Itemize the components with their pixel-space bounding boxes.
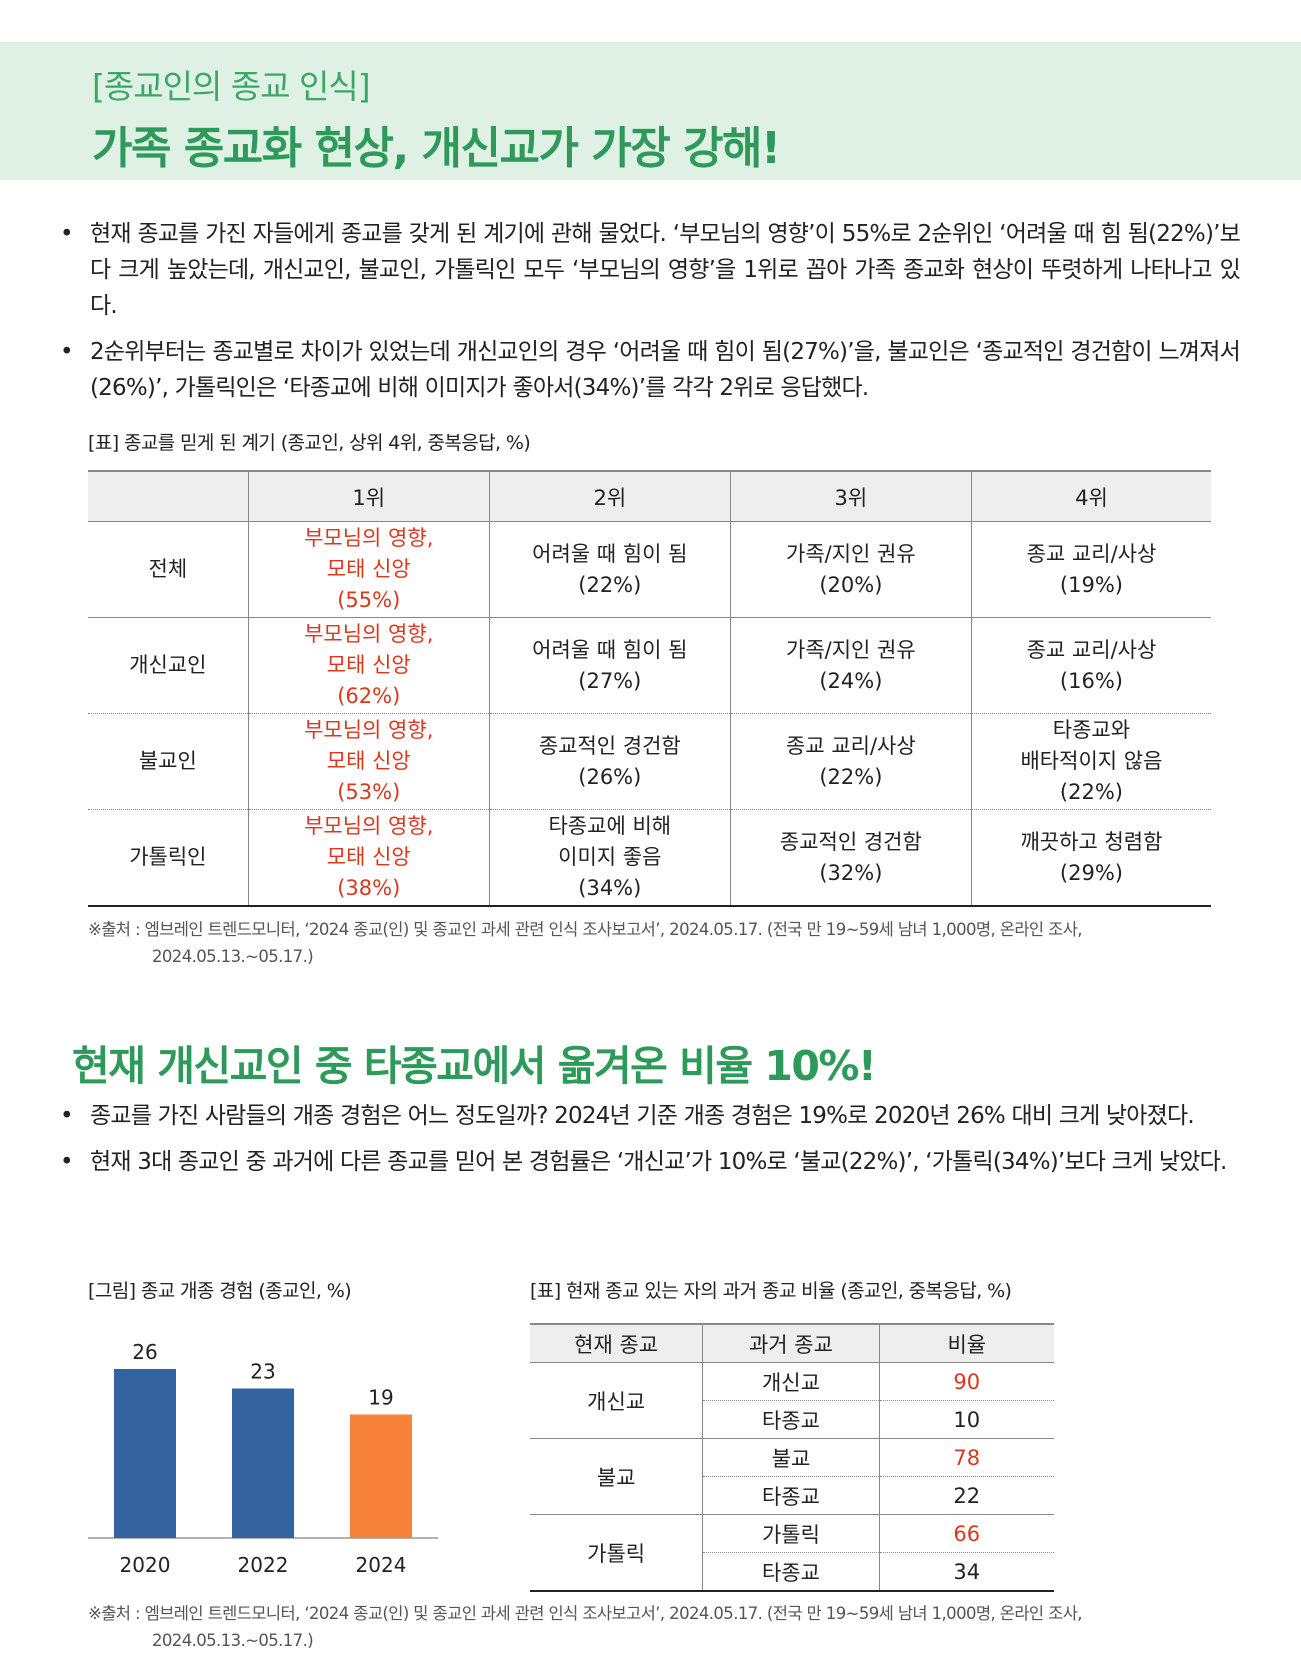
past-religion-cell: 타종교 (702, 1476, 880, 1515)
row-label: 개신교인 (88, 617, 249, 714)
table-cell: 부모님의 영향, 모태 신앙 (38%) (247, 809, 490, 906)
table-row: 타종교 22 (530, 1476, 1054, 1515)
ratio-cell: 34 (878, 1552, 1054, 1591)
row-label: 가톨릭인 (129, 845, 207, 869)
motive-table-header: 1위 2위 3위 4위 (88, 470, 1211, 522)
table-row: 전체 부모님의 영향, 모태 신앙 (55%) 어려울 때 힘이 됨 (22%) 가족… (88, 521, 1211, 618)
section1-bullet-1: 현재 종교를 가진 자들에게 종교를 갖게 된 계기에 관해 물었다. ‘부모님… (60, 216, 1241, 324)
bar-2024 (350, 1414, 412, 1538)
ratio-cell: 66 (878, 1514, 1054, 1553)
table-row: 타종교 10 (530, 1400, 1054, 1439)
header-cell-rank1: 1위 (247, 470, 490, 522)
chart-caption: [그림] 종교 개종 경험 (종교인, %) (88, 1280, 352, 1302)
table-cell: 부모님의 영향, 모태 신앙 (62%) (247, 617, 490, 714)
table-row: 타종교 34 (530, 1552, 1054, 1591)
section2-bullet-1: 종교를 가진 사람들의 개종 경험은 어느 정도일까? 2024년 기준 개종 … (60, 1098, 1240, 1134)
conversion-bar-chart: 26 2020 23 2022 19 2024 (88, 1340, 438, 1577)
section1-bullet-2: 2순위부터는 종교별로 차이가 있었는데 개신교인의 경우 ‘어려울 때 힘이 … (60, 334, 1241, 406)
past-religion-cell: 타종교 (702, 1400, 880, 1439)
motive-table: 1위 2위 3위 4위 전체 부모님의 영향, 모태 신앙 (55%) 어려울 때 … (88, 470, 1211, 907)
table-cell: 종교적인 경건함 (26%) (488, 713, 731, 810)
table-cell: 종교 교리/사상 (16%) (970, 617, 1211, 714)
header-subtitle: [종교인의 종교 인식] (92, 67, 371, 106)
past-religion-table: 현재 종교 과거 종교 비율 개신교 개신교 90 타종교 10 불교 불교 7… (530, 1323, 1054, 1592)
data-label-2022: 23 (250, 1360, 275, 1384)
current-religion-cell: 가톨릭 (587, 1541, 646, 1566)
past-religion-cell: 개신교 (702, 1362, 880, 1401)
table-cell: 가족/지인 권유 (20%) (729, 521, 972, 618)
bar-2022 (232, 1388, 294, 1538)
table-row: 가톨릭 가톨릭 66 (530, 1514, 1054, 1566)
section2-bullets: 종교를 가진 사람들의 개종 경험은 어느 정도일까? 2024년 기준 개종 … (60, 1098, 1240, 1190)
table-cell: 가족/지인 권유 (24%) (729, 617, 972, 714)
current-religion-cell: 개신교 (530, 1362, 703, 1439)
ratio-cell: 90 (878, 1362, 1054, 1401)
table-cell: 깨끗하고 청렴함 (29%) (970, 809, 1211, 906)
header-banner: [종교인의 종교 인식] 가족 종교화 현상, 개신교가 가장 강해! (0, 42, 1301, 180)
header-title: 가족 종교화 현상, 개신교가 가장 강해! (92, 123, 781, 174)
table-row: 가톨릭인 부모님의 영향, 모태 신앙 (38%) 타종교에 비해 이미지 좋음 (34… (88, 809, 1211, 906)
source-note-2: ※출처 : 엠브레인 트렌드모니터, ‘2024 종교(인) 및 종교인 과세 … (88, 1604, 1083, 1650)
table1-caption: [표] 종교를 믿게 된 계기 (종교인, 상위 4위, 중복응답, %) (88, 432, 531, 454)
bar-2020 (114, 1369, 176, 1538)
past-table-header: 현재 종교 과거 종교 비율 (530, 1324, 1054, 1363)
table-cell: 종교 교리/사상 (19%) (970, 521, 1211, 618)
past-religion-cell: 불교 (702, 1438, 880, 1477)
x-tick-label-2020: 2020 (120, 1553, 171, 1577)
x-tick-label-2024: 2024 (356, 1553, 407, 1577)
row-label: 전체 (88, 521, 249, 618)
header-cell-blank (88, 470, 249, 522)
x-tick-label-2022: 2022 (238, 1553, 289, 1577)
past-religion-cell: 가톨릭 (702, 1514, 880, 1553)
ratio-cell: 22 (878, 1476, 1054, 1515)
table-cell: 타종교에 비해 이미지 좋음 (34%) (488, 809, 731, 906)
ratio-cell: 10 (878, 1400, 1054, 1439)
table-cell: 어려울 때 힘이 됨 (22%) (488, 521, 731, 618)
table-row: 개신교인 부모님의 영향, 모태 신앙 (62%) 어려울 때 힘이 됨 (27%) … (88, 617, 1211, 714)
data-label-2020: 26 (132, 1340, 157, 1364)
table-row: 불교 불교 78 (530, 1438, 1054, 1515)
header-cell-rank3: 3위 (729, 470, 972, 522)
table-row: 개신교 개신교 90 (530, 1362, 1054, 1439)
current-religion-cell: 불교 (530, 1438, 703, 1515)
table-cell: 부모님의 영향, 모태 신앙 (55%) (247, 521, 490, 618)
header-current-religion: 현재 종교 (530, 1324, 703, 1363)
table-cell: 부모님의 영향, 모태 신앙 (53%) (247, 713, 490, 810)
table2-caption: [표] 현재 종교 있는 자의 과거 종교 비율 (종교인, 중복응답, %) (530, 1280, 1012, 1302)
past-religion-cell: 타종교 (702, 1552, 880, 1591)
header-past-religion: 과거 종교 (702, 1324, 880, 1363)
ratio-cell: 78 (878, 1438, 1054, 1477)
table-cell: 종교적인 경건함 (32%) (729, 809, 972, 906)
row-label: 불교인 (88, 713, 249, 810)
header-cell-rank2: 2위 (488, 470, 731, 522)
header-ratio: 비율 (878, 1324, 1054, 1363)
table-cell: 타종교와 배타적이지 않음 (22%) (970, 713, 1211, 810)
section2-bullet-2: 현재 3대 종교인 중 과거에 다른 종교를 믿어 본 경험률은 ‘개신교’가 … (60, 1144, 1240, 1180)
table-row: 불교인 부모님의 영향, 모태 신앙 (53%) 종교적인 경건함 (26%) 종교 … (88, 713, 1211, 810)
table-cell: 어려울 때 힘이 됨 (27%) (488, 617, 731, 714)
section2-title: 현재 개신교인 중 타종교에서 옮겨온 비율 10%! (72, 1042, 877, 1090)
header-cell-rank4: 4위 (970, 470, 1211, 522)
section1-bullets: 현재 종교를 가진 자들에게 종교를 갖게 된 계기에 관해 물었다. ‘부모님… (60, 216, 1241, 416)
source-note-1: ※출처 : 엠브레인 트렌드모니터, ‘2024 종교(인) 및 종교인 과세 … (88, 920, 1083, 966)
data-label-2024: 19 (368, 1386, 393, 1410)
table-cell: 종교 교리/사상 (22%) (729, 713, 972, 810)
